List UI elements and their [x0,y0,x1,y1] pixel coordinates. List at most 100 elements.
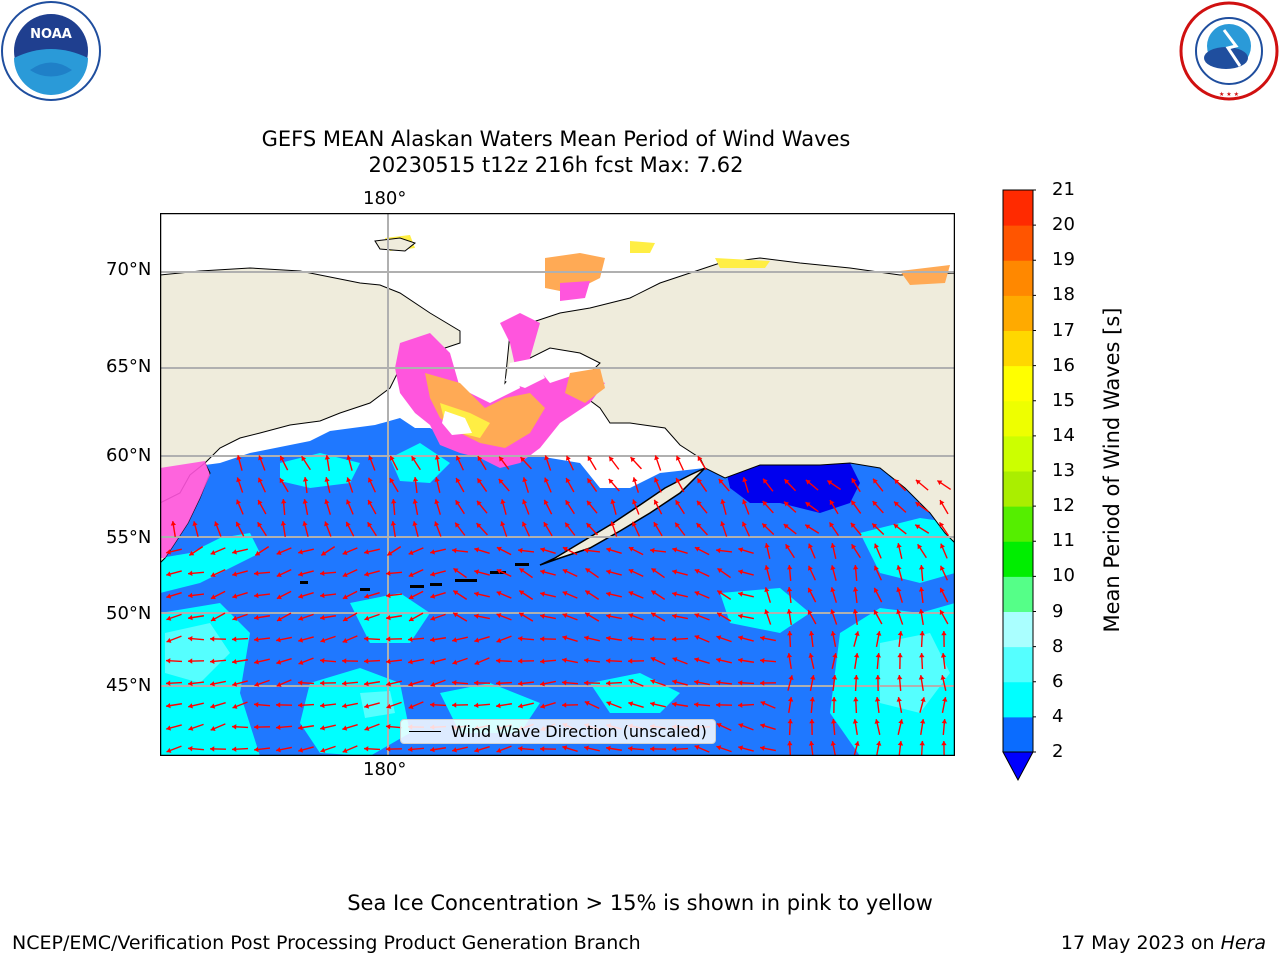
wind-wave-arrow [210,547,226,555]
wind-wave-arrow [540,701,556,709]
wind-wave-arrow [518,590,534,600]
wind-wave-arrow [584,590,600,600]
wind-wave-arrow [761,522,775,536]
wind-wave-arrow [496,745,512,753]
wind-wave-arrow [298,746,314,753]
wind-wave-arrow [672,547,688,555]
wind-wave-arrow [539,658,557,664]
wind-wave-arrow [562,635,578,643]
wind-wave-arrow [298,613,314,621]
wind-wave-arrow [936,479,952,491]
wind-wave-arrow [627,658,645,664]
wind-wave-arrow [319,702,337,709]
wind-wave-arrow [808,740,815,756]
wind-wave-arrow [897,674,903,692]
wind-wave-arrow [364,723,380,731]
wind-wave-arrow [544,477,552,493]
wind-wave-arrow [430,658,446,665]
wind-wave-arrow [808,543,816,559]
wind-wave-arrow [540,569,556,576]
wind-wave-arrow [364,613,380,621]
wind-wave-arrow [276,746,292,753]
wind-wave-arrow [232,570,248,577]
wind-wave-arrow [809,675,816,691]
colorbar-segment [1003,295,1033,331]
wind-wave-arrow [319,680,337,686]
wind-wave-arrow [386,546,402,556]
wind-wave-arrow [254,658,270,665]
colorbar-segment [1003,541,1033,577]
wind-wave-arrow [610,499,617,515]
wind-wave-arrow [672,569,688,576]
wind-wave-arrow [281,498,287,516]
wind-wave-arrow [166,724,182,731]
wind-wave-arrow [319,658,337,664]
wind-wave-arrow [434,477,441,493]
wind-wave-arrow [650,656,666,666]
wind-wave-arrow [412,476,419,494]
wind-wave-arrow [412,499,419,515]
wind-wave-arrow [302,476,309,494]
colorbar-tick-label: 13 [1052,460,1075,481]
wind-wave-arrow [606,591,622,598]
wind-wave-arrow [518,702,534,709]
wind-wave-arrow [210,723,226,731]
wind-wave-arrow [628,591,644,599]
wind-wave-arrow [364,570,380,577]
wind-wave-arrow [275,702,293,708]
wind-wave-arrow [363,636,381,642]
wind-wave-arrow [872,478,884,492]
wind-wave-arrow [539,636,557,642]
wind-wave-arrow [608,456,620,470]
wind-wave-arrow [500,499,507,515]
wind-wave-arrow [517,636,535,642]
wind-wave-arrow [940,652,947,670]
wind-wave-arrow [363,746,381,752]
wind-wave-arrow [893,478,907,492]
wind-wave-arrow [653,499,663,515]
run-date-text: 17 May 2023 on [1060,932,1215,954]
wind-wave-arrow [874,719,881,735]
wind-wave-arrow [210,701,226,709]
wind-wave-arrow [675,499,685,515]
wind-wave-arrow [540,613,556,620]
colorbar [1000,188,1039,782]
wind-wave-arrow [897,719,904,735]
wind-wave-arrow [187,570,205,576]
wind-wave-arrow [627,636,645,642]
wind-wave-arrow [694,635,710,643]
wind-wave-arrow [787,630,793,648]
wind-wave-arrow [693,702,711,708]
wind-wave-arrow [716,612,732,622]
wind-wave-arrow [408,612,424,622]
wind-wave-arrow [257,499,267,515]
wind-wave-arrow [342,590,358,600]
wind-wave-arrow [694,546,710,556]
wind-wave-arrow [606,613,622,620]
colorbar-tick-label: 12 [1052,495,1075,517]
wind-wave-arrow [363,680,381,687]
wind-wave-arrow [521,521,531,537]
wind-wave-arrow [232,680,248,687]
colorbar-segment [1003,576,1033,612]
wind-wave-arrow [276,679,292,687]
wind-wave-arrow [495,658,513,664]
wind-wave-arrow [367,521,377,537]
branch-credit: NCEP/EMC/Verification Post Processing Pr… [12,932,641,954]
colorbar-tick-label: 19 [1052,249,1075,271]
wind-wave-arrow [565,499,575,515]
wind-wave-arrow [477,455,487,471]
wind-wave-arrow [214,521,222,537]
wind-wave-arrow [938,521,950,537]
wind-wave-arrow [258,455,266,471]
wind-wave-arrow [919,630,925,648]
colorbar-segment [1003,190,1033,226]
lon-label-bottom: 180° [363,759,407,780]
colorbar-tick-label: 6 [1052,670,1064,692]
wind-wave-arrow [828,521,840,537]
wind-wave-arrow [452,590,468,600]
colorbar-segment [1003,681,1033,718]
wind-wave-arrow [342,745,358,753]
wind-wave-arrow [830,587,838,603]
wind-wave-arrow [918,674,925,692]
